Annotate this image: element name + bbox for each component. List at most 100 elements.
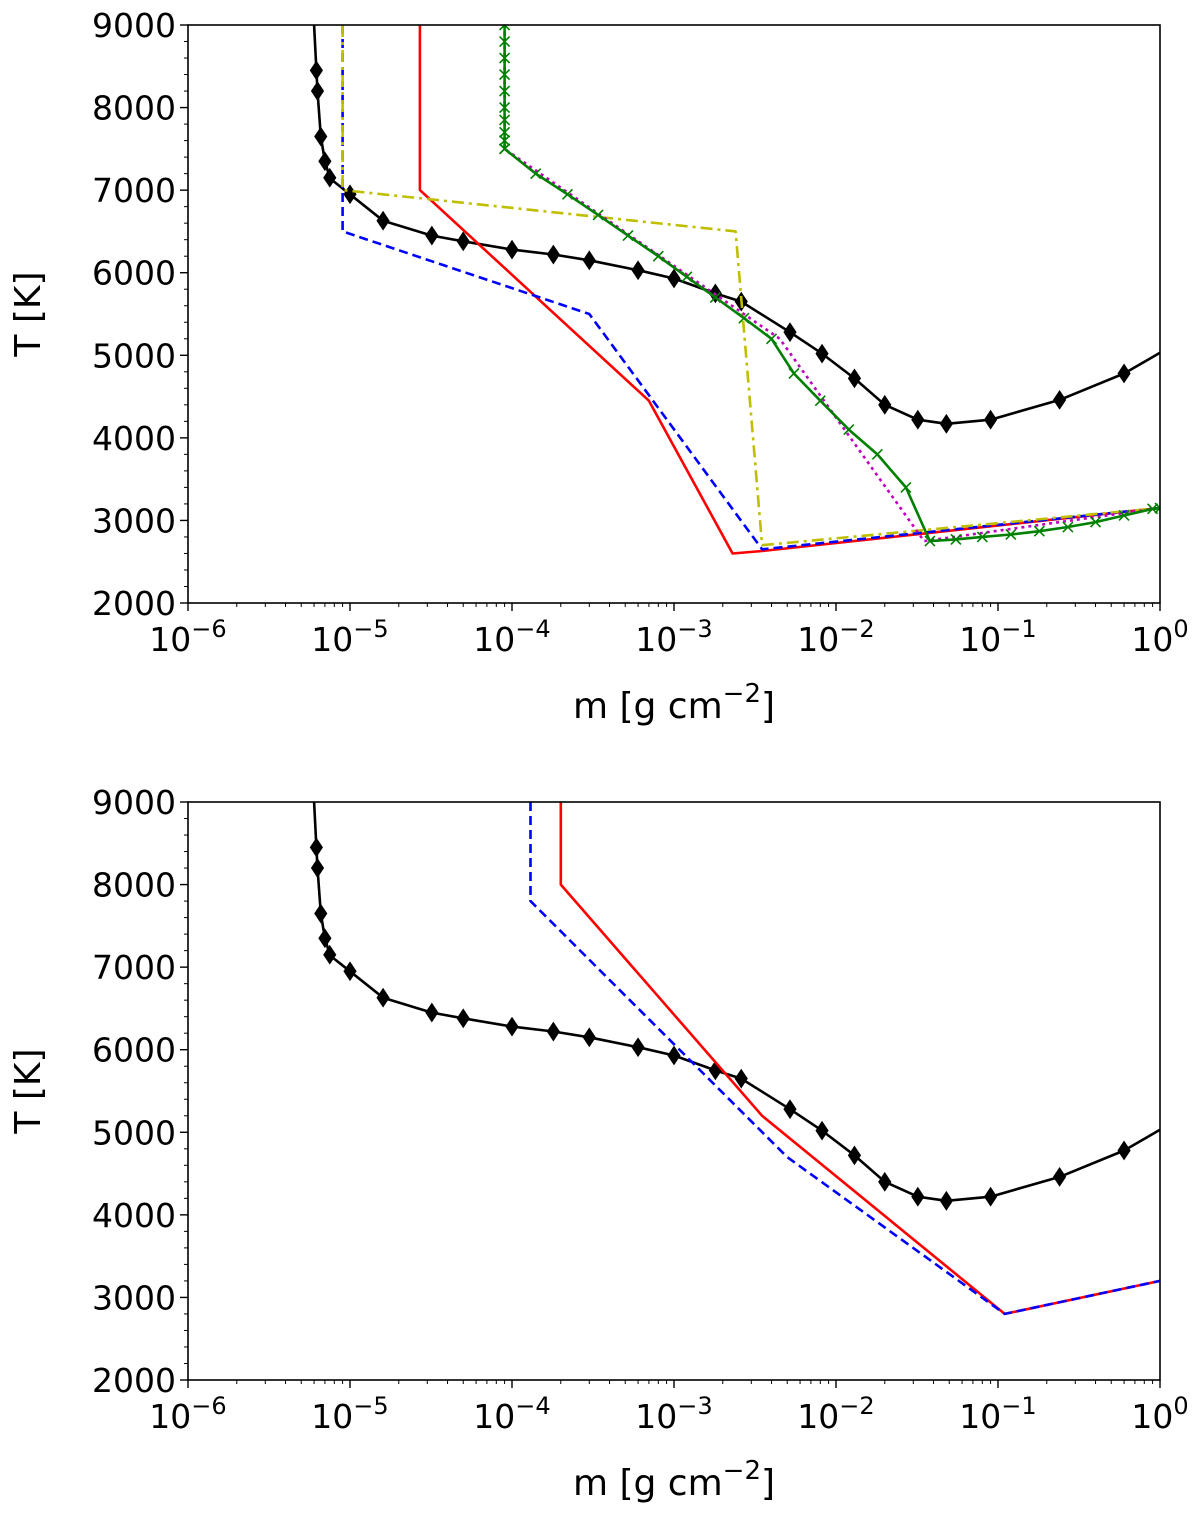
x-axis-label: m [g cm−2]	[573, 1456, 775, 1504]
data-point-reference	[582, 250, 596, 271]
data-point-reference	[983, 1186, 998, 1207]
x-tick-label: 10−6	[149, 1392, 226, 1436]
data-point-reference	[456, 1008, 470, 1029]
y-tick-label: 8000	[92, 866, 176, 905]
y-tick-label: 8000	[92, 89, 176, 128]
data-point-reference	[314, 126, 328, 147]
data-point-reference	[911, 1186, 925, 1207]
data-point-reference	[318, 151, 332, 172]
data-point-reference	[847, 1145, 862, 1166]
data-point-reference	[505, 1016, 519, 1037]
data-point-reference	[376, 987, 390, 1008]
data-point-reference	[1052, 389, 1067, 410]
data-point-green	[1033, 525, 1045, 537]
data-point-green	[924, 535, 936, 547]
data-point-reference	[546, 244, 560, 265]
data-point-reference	[314, 903, 328, 924]
data-point-green	[499, 102, 511, 114]
data-point-green	[1118, 509, 1130, 522]
data-point-reference	[505, 239, 519, 260]
data-point-reference	[309, 837, 323, 858]
x-tick-label: 10−2	[797, 1392, 874, 1436]
chart-panel-bottom: 2000 3000 4000 5000 6000 7000 8000 9000 10−6 10−5…	[8, 783, 1189, 1504]
series-line-reference	[312, 25, 1160, 426]
data-point-reference	[847, 368, 862, 389]
y-axis-label: T [K]	[8, 1048, 49, 1134]
x-tick-label: 10−6	[149, 615, 226, 659]
y-axis-label: T [K]	[8, 271, 49, 357]
y-tick-label: 6000	[92, 1031, 176, 1070]
data-point-green	[709, 291, 721, 304]
data-point-reference	[783, 1099, 797, 1120]
data-point-green	[499, 143, 511, 155]
data-point-green	[1154, 502, 1160, 514]
data-point-green	[843, 424, 855, 436]
data-point-green	[499, 52, 511, 64]
data-point-green	[1089, 516, 1102, 528]
data-point-green	[499, 114, 511, 126]
y-tick-label: 9000	[92, 6, 176, 45]
data-point-reference	[1117, 363, 1131, 384]
x-tick-label: 10−4	[473, 615, 550, 659]
y-tick-label: 6000	[92, 254, 176, 293]
data-point-reference	[456, 231, 470, 252]
data-point-reference	[667, 268, 681, 289]
data-point-reference	[815, 343, 829, 364]
data-point-reference	[582, 1027, 596, 1048]
data-point-reference	[323, 167, 337, 188]
data-point-reference	[343, 184, 357, 205]
data-point-reference	[310, 858, 325, 878]
data-point-green	[681, 271, 693, 283]
data-point-green	[652, 250, 664, 262]
x-tick-label: 100	[1131, 1392, 1188, 1436]
data-point-green	[871, 448, 883, 460]
x-tick-label: 10−1	[959, 1392, 1036, 1436]
data-point-green	[499, 68, 511, 81]
y-tick-label: 4000	[92, 419, 176, 458]
x-tick-label: 10−3	[635, 1392, 712, 1436]
x-tick-label: 10−3	[635, 615, 712, 659]
y-tick-label: 4000	[92, 1196, 176, 1235]
data-point-green	[814, 395, 826, 407]
y-tick-label: 7000	[92, 171, 176, 210]
data-point-green	[738, 312, 750, 324]
data-point-green	[530, 168, 542, 180]
data-point-green	[592, 209, 604, 221]
y-tick-label: 9000	[92, 783, 176, 822]
data-point-reference	[425, 225, 439, 246]
data-point-reference	[783, 322, 797, 343]
data-point-green	[950, 533, 962, 545]
data-point-reference	[310, 81, 325, 101]
data-point-reference	[815, 1120, 829, 1141]
data-point-reference	[309, 60, 323, 81]
y-tick-label: 2000	[92, 584, 176, 623]
series-line-green	[503, 25, 1160, 543]
x-tick-label: 10−1	[959, 615, 1036, 659]
series-line-magenta	[503, 25, 1160, 543]
data-point-reference	[631, 260, 645, 281]
data-point-green	[900, 481, 912, 493]
plot-frame	[187, 24, 1161, 604]
data-point-reference	[631, 1037, 645, 1058]
series-line-red	[418, 25, 1160, 555]
series-line-yellow	[341, 25, 1160, 547]
data-point-reference	[376, 210, 390, 231]
series-line-blue	[529, 802, 1160, 1316]
data-point-reference	[939, 1190, 953, 1211]
series-group	[309, 25, 1160, 555]
data-point-reference	[667, 1045, 681, 1066]
data-point-reference	[323, 944, 337, 965]
data-point-reference	[878, 1171, 892, 1192]
y-tick-label: 7000	[92, 948, 176, 987]
y-tick-label: 5000	[92, 1113, 176, 1152]
data-point-reference	[734, 1068, 748, 1089]
data-point-reference	[546, 1021, 560, 1042]
x-axis-label: m [g cm−2]	[573, 679, 775, 727]
y-tick-label: 2000	[92, 1361, 176, 1400]
data-point-green	[499, 35, 511, 48]
y-tick-label: 3000	[92, 501, 176, 540]
data-point-green	[499, 25, 511, 31]
series-group	[309, 802, 1160, 1316]
data-point-green	[765, 333, 778, 345]
plot-frame	[187, 801, 1161, 1381]
